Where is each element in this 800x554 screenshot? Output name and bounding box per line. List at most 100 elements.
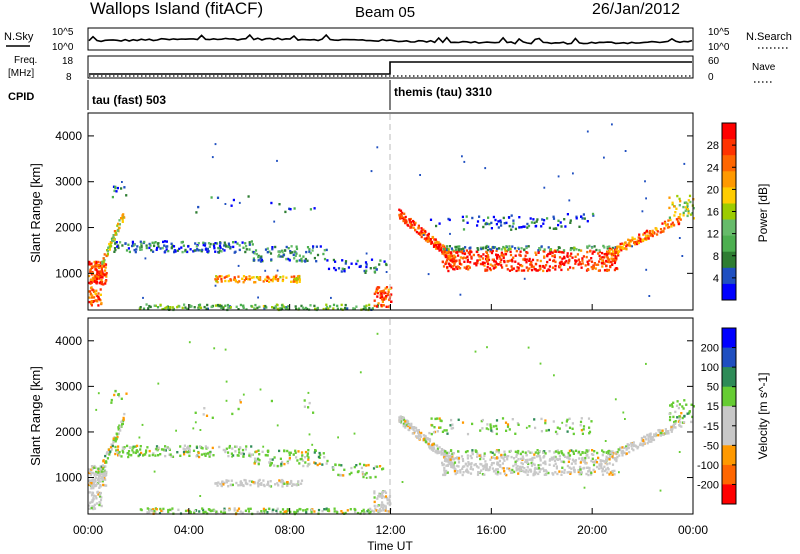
echo-cell-317 bbox=[234, 450, 237, 453]
echo-cell-798 bbox=[372, 467, 376, 470]
echo-cell-1189 bbox=[531, 258, 535, 262]
echo-cell-283 bbox=[202, 241, 205, 244]
echo-cell-1416 bbox=[481, 263, 484, 266]
echo-cell-1108 bbox=[574, 262, 577, 265]
echo-cell-1549 bbox=[633, 237, 636, 241]
echo-cell-1845 bbox=[262, 445, 265, 448]
echo-cell-1571 bbox=[643, 435, 646, 438]
echo-cell-414 bbox=[255, 252, 258, 256]
echo-cell-1680 bbox=[476, 224, 479, 227]
echo-cell-492 bbox=[276, 482, 279, 485]
echo-cell-1580 bbox=[633, 243, 636, 246]
echo-cell-745 bbox=[376, 286, 379, 289]
echo-cell-1812 bbox=[111, 195, 114, 199]
echo-cell-334 bbox=[128, 453, 131, 456]
echo-cell-247 bbox=[165, 240, 168, 243]
echo-cell-1697 bbox=[484, 222, 487, 226]
echo-cell-1833 bbox=[188, 341, 191, 344]
echo-cell-541 bbox=[229, 279, 233, 282]
echo-cell-1401 bbox=[489, 458, 492, 461]
echo-cell-462 bbox=[306, 246, 310, 249]
echo-cell-1770 bbox=[681, 416, 684, 420]
echo-cell-1277 bbox=[467, 471, 470, 474]
echo-cell-1662 bbox=[457, 418, 460, 421]
echo-cell-501 bbox=[245, 277, 248, 280]
echo-cell-605 bbox=[314, 307, 317, 311]
echo-cell-1747 bbox=[432, 431, 436, 434]
echo-cell-320 bbox=[132, 446, 135, 449]
echo-cell-613 bbox=[224, 304, 227, 307]
echo-cell-73 bbox=[90, 262, 93, 265]
echo-cell-1844 bbox=[583, 486, 586, 489]
echo-cell-802 bbox=[364, 261, 368, 264]
echo-cell-1290 bbox=[599, 256, 603, 260]
echo-cell-1284 bbox=[553, 254, 556, 257]
echo-cell-444 bbox=[318, 451, 321, 455]
echo-cell-1666 bbox=[436, 430, 439, 433]
echo-cell-558 bbox=[248, 275, 251, 278]
echo-cell-1624 bbox=[651, 234, 654, 238]
echo-cell-503 bbox=[253, 481, 257, 484]
echo-cell-735 bbox=[381, 300, 384, 303]
echo-cell-1436 bbox=[567, 451, 570, 455]
echo-cell-1641 bbox=[648, 433, 651, 436]
echo-cell-1337 bbox=[567, 261, 570, 265]
echo-cell-264 bbox=[152, 250, 155, 253]
echo-cell-1329 bbox=[539, 463, 542, 467]
echo-cell-1433 bbox=[570, 449, 573, 452]
echo-cell-1863 bbox=[144, 257, 147, 260]
echo-cell-1795 bbox=[205, 414, 209, 417]
echo-cell-1394 bbox=[533, 463, 536, 466]
echo-cell-1097 bbox=[558, 256, 562, 259]
echo-cell-818 bbox=[364, 271, 367, 274]
echo-cell-680 bbox=[287, 305, 290, 308]
echo-cell-1604 bbox=[636, 239, 639, 242]
echo-cell-1619 bbox=[655, 227, 658, 230]
echo-cell-469 bbox=[314, 449, 317, 452]
echo-cell-443 bbox=[301, 459, 305, 462]
echo-cell-1155 bbox=[614, 255, 617, 258]
colorbar-swatch-0 bbox=[722, 123, 736, 140]
echo-cell-1389 bbox=[542, 461, 545, 465]
echo-cell-1225 bbox=[553, 459, 557, 462]
echo-cell-454 bbox=[317, 455, 320, 459]
echo-cell-679 bbox=[265, 306, 268, 309]
colorbar-swatch-8 bbox=[722, 251, 736, 269]
station-title: Wallops Island (fitACF) bbox=[90, 0, 263, 18]
echo-cell-1291 bbox=[586, 250, 589, 254]
echo-cell-1499 bbox=[562, 453, 565, 456]
echo-cell-785 bbox=[332, 468, 335, 471]
echo-cell-1625 bbox=[615, 457, 618, 460]
echo-cell-236 bbox=[224, 245, 228, 248]
echo-cell-1701 bbox=[448, 218, 451, 222]
echo-cell-1379 bbox=[526, 461, 529, 464]
echo-cell-1407 bbox=[443, 466, 446, 470]
echo-cell-1488 bbox=[606, 247, 609, 250]
echo-cell-1354 bbox=[601, 251, 604, 255]
echo-cell-1769 bbox=[683, 415, 686, 418]
echo-cell-666 bbox=[178, 305, 181, 308]
echo-cell-311 bbox=[229, 247, 232, 250]
echo-cell-1768 bbox=[675, 404, 679, 407]
echo-cell-1864 bbox=[142, 296, 144, 299]
echo-cell-1034 bbox=[450, 266, 453, 269]
echo-cell-109 bbox=[88, 281, 91, 285]
echo-cell-1144 bbox=[495, 253, 498, 256]
echo-cell-1622 bbox=[677, 222, 680, 226]
echo-cell-547 bbox=[223, 276, 226, 279]
echo-cell-1406 bbox=[475, 465, 479, 468]
echo-cell-1718 bbox=[497, 220, 500, 223]
echo-cell-1062 bbox=[551, 251, 554, 254]
echo-cell-207 bbox=[112, 441, 115, 444]
echo-cell-1369 bbox=[525, 453, 528, 457]
x-axis-title: Time UT bbox=[367, 539, 413, 553]
echo-cell-873 bbox=[430, 445, 433, 448]
echo-cell-421 bbox=[289, 250, 292, 253]
echo-cell-1705 bbox=[428, 431, 431, 435]
echo-cell-671 bbox=[353, 507, 356, 511]
echo-cell-306 bbox=[178, 247, 181, 251]
colorbar-swatch-10 bbox=[722, 283, 736, 301]
echo-cell-304 bbox=[113, 250, 116, 253]
echo-cell-252 bbox=[149, 244, 152, 247]
echo-cell-656 bbox=[233, 509, 236, 512]
